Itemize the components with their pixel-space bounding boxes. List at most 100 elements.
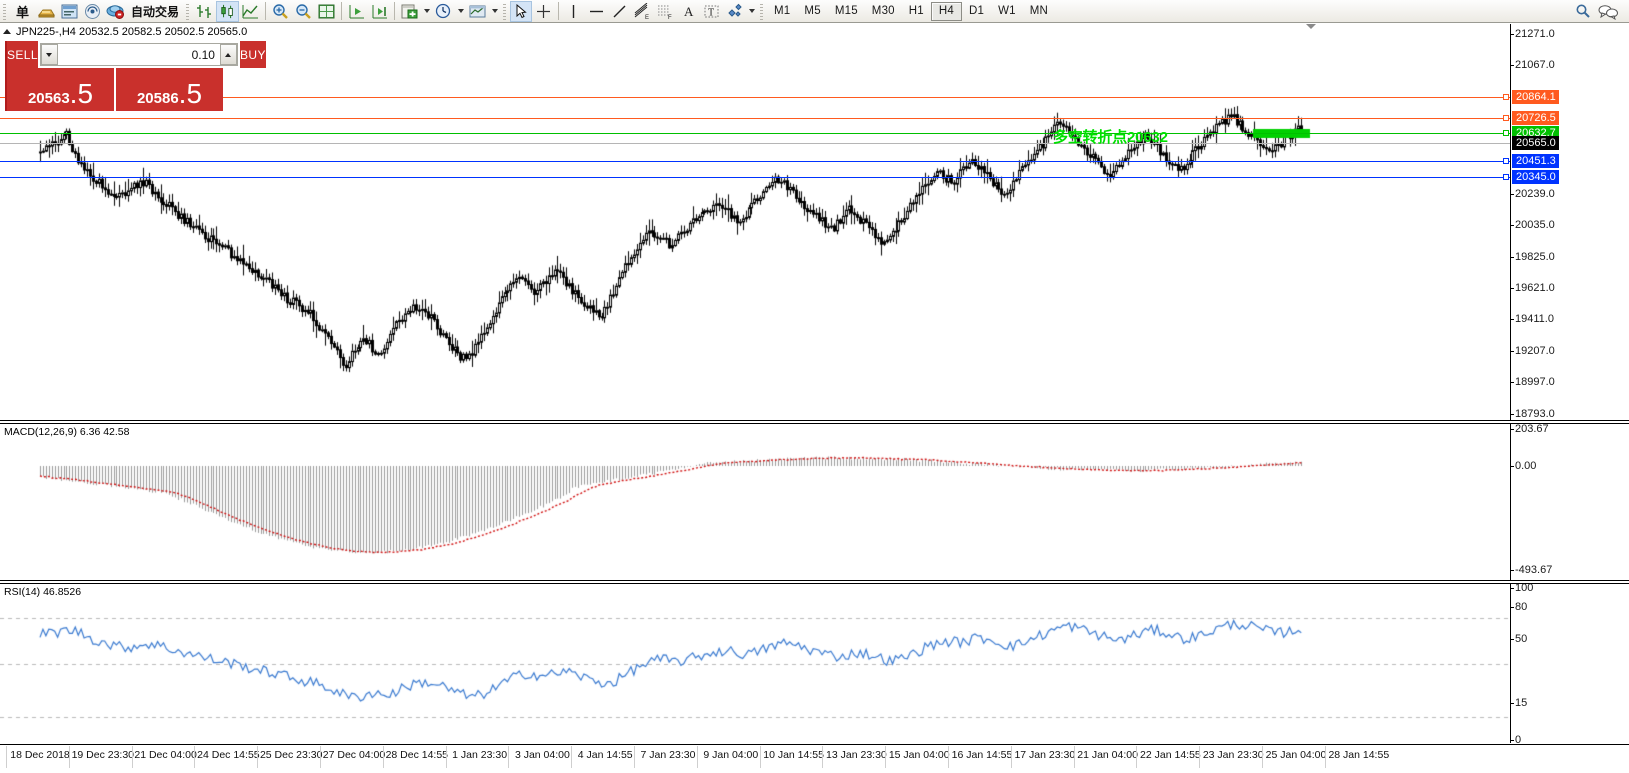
- volume-increment-icon[interactable]: [219, 44, 237, 65]
- line-chart-icon[interactable]: [239, 1, 262, 22]
- price-level-handle[interactable]: [1503, 115, 1509, 121]
- volume-input[interactable]: [57, 46, 220, 63]
- time-axis-tick: 28 Jan 14:55: [1328, 749, 1390, 761]
- price-level-label[interactable]: 20565.0: [1512, 136, 1559, 150]
- pane-divider-rsi[interactable]: [0, 580, 1629, 584]
- timeframe-h4[interactable]: H4: [930, 1, 962, 21]
- collapse-triangle-icon[interactable]: [3, 29, 11, 34]
- toolbar-grip-2[interactable]: [184, 1, 192, 21]
- price-axis-tick: 20035.0: [1511, 219, 1555, 231]
- price-level-line[interactable]: [0, 97, 1510, 98]
- time-axis-tick: 21 Dec 04:00: [134, 749, 197, 761]
- timeframe-w1[interactable]: W1: [998, 4, 1016, 17]
- price-level-line[interactable]: [0, 161, 1510, 162]
- toolbar-grip-4[interactable]: [758, 1, 766, 21]
- bar-chart-icon[interactable]: [193, 1, 216, 22]
- volume-decrement-icon[interactable]: [40, 44, 58, 65]
- price-level-handle[interactable]: [1503, 94, 1509, 100]
- time-axis-tick: 25 Dec 23:30: [259, 749, 323, 761]
- equidistant-channel-icon[interactable]: E: [631, 1, 654, 22]
- add-indicator-icon[interactable]: [398, 1, 421, 22]
- price-level-label[interactable]: 20451.3: [1512, 154, 1559, 168]
- new-order-icon[interactable]: 单: [10, 1, 35, 22]
- time-axis-separator: [759, 746, 761, 768]
- price-chart-pane[interactable]: 多空转折点20632: [0, 24, 1510, 420]
- volume-stepper[interactable]: [39, 43, 238, 66]
- svg-text:F: F: [668, 15, 672, 20]
- price-level-line[interactable]: [0, 133, 1510, 134]
- autotrading-label[interactable]: 自动交易: [131, 4, 180, 19]
- price-level-handle[interactable]: [1503, 130, 1509, 136]
- candlestick-chart-icon[interactable]: [216, 0, 240, 22]
- toolbar-grip[interactable]: [1, 1, 8, 21]
- text-box-icon[interactable]: T: [700, 1, 723, 22]
- rsi-pane[interactable]: [0, 585, 1510, 744]
- rsi-label[interactable]: RSI(14) 46.8526: [4, 586, 82, 598]
- macd-label[interactable]: MACD(12,26,9) 6.36 42.58: [4, 426, 130, 438]
- time-axis-tick: 16 Jan 14:55: [951, 749, 1013, 761]
- search-icon[interactable]: [1572, 1, 1595, 22]
- pane-divider-macd[interactable]: [0, 420, 1629, 424]
- timeframe-m5[interactable]: M5: [804, 4, 821, 17]
- timeframe-m15[interactable]: M15: [834, 4, 858, 17]
- price-level-handle[interactable]: [1503, 158, 1509, 164]
- buy-button[interactable]: BUY: [239, 41, 266, 68]
- zoom-out-icon[interactable]: [292, 1, 315, 22]
- price-axis-tick: 20239.0: [1511, 188, 1555, 200]
- price-level-label[interactable]: 20345.0: [1512, 170, 1559, 184]
- chart-shift-icon[interactable]: [345, 1, 368, 22]
- buy-price[interactable]: 20586 .5: [114, 68, 223, 111]
- templates-icon[interactable]: [466, 1, 489, 22]
- price-axis-tick: 18997.0: [1511, 376, 1555, 388]
- time-axis[interactable]: 18 Dec 2018 19 Dec 23:30 21 Dec 04:00 24 De…: [0, 744, 1629, 773]
- time-axis-tick: 13 Jan 23:30: [826, 749, 887, 761]
- chart-scroll-caret-icon[interactable]: [1306, 24, 1316, 29]
- trendline-icon[interactable]: [608, 1, 631, 22]
- one-click-trading-panel[interactable]: SELL BUY 20563 .5 20586 .5: [5, 41, 266, 111]
- price-candles-canvas: [0, 24, 1510, 420]
- sell-button[interactable]: SELL: [7, 41, 38, 68]
- fibonacci-icon[interactable]: F: [654, 1, 677, 22]
- price-level-handle[interactable]: [1503, 174, 1509, 180]
- chat-icon[interactable]: [1595, 1, 1621, 22]
- price-level-line[interactable]: [0, 143, 1510, 144]
- chart-grid-icon[interactable]: [315, 1, 338, 22]
- macd-pane[interactable]: [0, 425, 1510, 580]
- cursor-arrow-icon[interactable]: [510, 0, 533, 22]
- price-level-line[interactable]: [0, 177, 1510, 178]
- crosshair-icon[interactable]: [532, 1, 555, 22]
- time-axis-separator: [194, 746, 196, 768]
- add-indicator-chevron-down-icon[interactable]: [421, 1, 432, 21]
- price-level-line[interactable]: [0, 118, 1510, 119]
- algo-trading-icon[interactable]: [104, 1, 127, 22]
- sell-price[interactable]: 20563 .5: [7, 68, 114, 111]
- period-chevron-down-icon[interactable]: [455, 1, 466, 21]
- text-label-icon[interactable]: A: [677, 1, 700, 22]
- price-level-label[interactable]: 20726.5: [1512, 111, 1559, 125]
- price-axis-tick: 19825.0: [1511, 251, 1555, 263]
- price-level-label[interactable]: 20864.1: [1512, 90, 1559, 104]
- horizontal-line-icon[interactable]: [585, 1, 608, 22]
- indicator-axis-tick: 15: [1510, 697, 1528, 709]
- price-axis-tick: 19207.0: [1511, 345, 1555, 357]
- time-axis-tick: 25 Jan 04:00: [1265, 749, 1327, 761]
- chart-annotation-text[interactable]: 多空转折点20632: [1053, 129, 1168, 146]
- timeframe-mn[interactable]: MN: [1029, 4, 1049, 17]
- auto-scroll-icon[interactable]: [368, 1, 391, 22]
- vertical-line-icon[interactable]: [562, 1, 585, 22]
- price-axis[interactable]: 21271.0 21067.0 20239.0 20035.0 19825.0 19621…: [1510, 24, 1629, 746]
- timeframe-m1[interactable]: M1: [774, 4, 791, 17]
- gold-bars-icon[interactable]: [35, 1, 58, 22]
- data-window-icon[interactable]: [58, 1, 81, 22]
- indicator-axis-tick: 0.00: [1510, 460, 1537, 472]
- period-clock-icon[interactable]: [432, 1, 455, 22]
- objects-chevron-down-icon[interactable]: [746, 1, 757, 21]
- timeframe-m30[interactable]: M30: [871, 4, 895, 17]
- templates-chevron-down-icon[interactable]: [489, 1, 500, 21]
- timeframe-d1[interactable]: D1: [969, 4, 985, 17]
- timeframe-h1[interactable]: H1: [908, 4, 924, 17]
- signal-icon[interactable]: [81, 1, 104, 22]
- toolbar-grip-3[interactable]: [501, 1, 509, 21]
- objects-list-icon[interactable]: [723, 1, 746, 22]
- zoom-in-icon[interactable]: [269, 1, 292, 22]
